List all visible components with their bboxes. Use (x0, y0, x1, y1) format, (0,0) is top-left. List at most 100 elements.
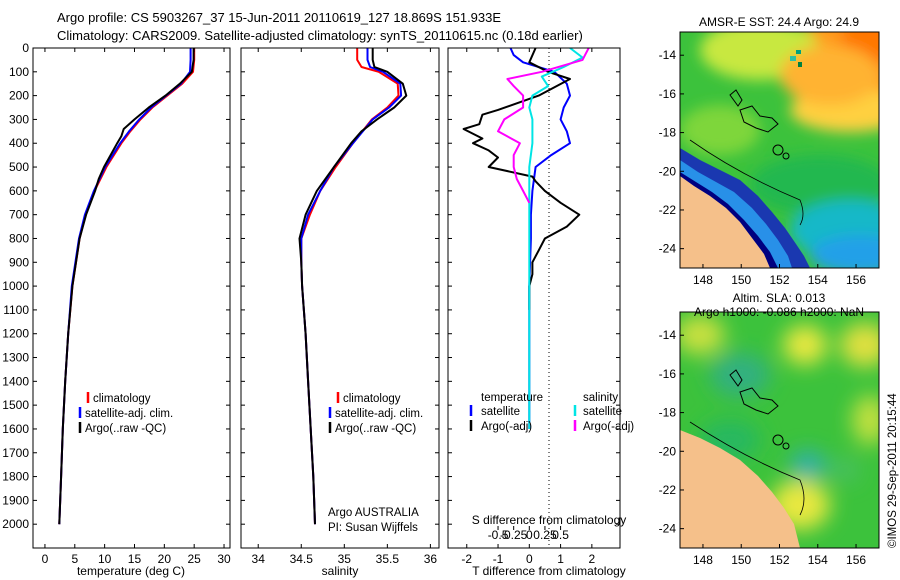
legend-argo: Argo(..raw -QC) (335, 423, 416, 435)
x-tick-label: 34.5 (290, 552, 314, 566)
y-tick-label: 1600 (2, 422, 29, 436)
map-lat-tick-label: -22 (659, 483, 677, 497)
legend-temperature-title: temperature (481, 392, 543, 404)
x-tick-label: -1 (493, 552, 504, 566)
map-lat-tick-label: -16 (659, 367, 677, 381)
map-lon-tick-label: 150 (731, 273, 751, 287)
temperature-xlabel: temperature (deg C) (77, 564, 185, 578)
y-tick-label: 700 (9, 208, 29, 222)
legend-argo: Argo(..raw -QC) (85, 423, 166, 435)
y-tick-label: 1800 (2, 470, 29, 484)
s-tick-label: -0.25 (500, 528, 528, 542)
x-tick-label: 35.5 (376, 552, 400, 566)
y-tick-label: 500 (9, 160, 29, 174)
map-lat-tick-label: -24 (659, 242, 677, 256)
series-line-argo-raw-qc- (298, 48, 408, 525)
y-tick-label: 1000 (2, 279, 29, 293)
t-difference-label: T difference from climatology (472, 564, 626, 578)
x-tick-label: 5 (71, 552, 78, 566)
map-lat-tick-label: -16 (659, 87, 677, 101)
y-tick-label: 1700 (2, 446, 29, 460)
series-line-argo-adj- (462, 48, 581, 310)
legend-satellite-adj: satellite-adj. clim. (85, 408, 173, 420)
x-tick-label: 15 (128, 552, 142, 566)
x-tick-label: 0 (526, 552, 533, 566)
map-lon-tick-label: 154 (808, 553, 828, 567)
series-line-argo-raw-qc- (58, 48, 195, 525)
s-tick-label: 0.5 (552, 528, 569, 542)
map-lat-tick-label: -18 (659, 406, 677, 420)
y-tick-label: 800 (9, 231, 29, 245)
y-tick-label: 200 (9, 89, 29, 103)
series-line-satellite (509, 48, 571, 429)
legend-climatology: climatology (93, 393, 151, 405)
difference-panel: -2 -1 0 1 2 -0.5-0.250 0.250.5 S difference f… (447, 47, 634, 578)
salinity-legend: climatology satellite-adj. clim. Argo(..… (328, 392, 423, 435)
x-tick-label: 0 (42, 552, 49, 566)
s-tick-label: 0.25 (533, 528, 557, 542)
map-lat-tick-label: -14 (659, 48, 677, 62)
x-tick-label: 25 (188, 552, 202, 566)
map-lon-tick-label: 148 (693, 273, 713, 287)
salinity-xlabel: salinity (322, 564, 359, 578)
y-tick-label: 1100 (3, 303, 29, 317)
x-tick-label: 1 (557, 552, 564, 566)
series-line-climatology (300, 48, 400, 525)
map-lon-tick-label: 150 (731, 553, 751, 567)
y-tick-label: 1400 (2, 374, 29, 388)
series-line-satellite-adj-clim- (58, 48, 192, 525)
pi-label: PI: Susan Wijffels (328, 522, 418, 534)
x-tick-label: -2 (461, 552, 472, 566)
s-tick-label: 0 (526, 528, 533, 542)
legend-salinity-title: salinity (583, 392, 618, 404)
map-lat-tick-label: -24 (659, 522, 677, 536)
x-tick-label: 10 (98, 552, 112, 566)
y-tick-label: 0 (22, 41, 29, 55)
temperature-panel: 0 5 10 15 20 25 300100200300400500600700800900… (2, 41, 231, 578)
map-lon-tick-label: 154 (808, 273, 828, 287)
x-tick-label: 35 (338, 552, 352, 566)
header-line1: Argo profile: CS 5903267_37 15-Jun-2011 … (57, 10, 501, 25)
series-line-satellite (528, 48, 584, 429)
s-difference-label: S difference from climatology (472, 513, 627, 527)
sla-map: 148 150 152 154 156 -14 -16 -18 -20 -22 -24 Altim.… (659, 291, 880, 567)
y-tick-label: 1500 (2, 398, 29, 412)
legend-s-argo: Argo(-adj) (583, 421, 634, 433)
temperature-legend: climatology satellite-adj. clim. Argo(..… (78, 392, 173, 435)
map-lon-tick-label: 156 (846, 553, 866, 567)
map-lat-tick-label: -14 (659, 328, 677, 342)
x-tick-label: 34 (252, 552, 266, 566)
sla-map-title: Altim. SLA: 0.013 (733, 291, 826, 305)
difference-legend: temperature salinity satellite Argo(-adj… (469, 392, 634, 433)
y-tick-label: 600 (9, 184, 29, 198)
y-tick-label: 1300 (2, 351, 29, 365)
series-line-climatology (58, 48, 196, 525)
salinity-panel: 34 34.5 35 35.5 36 salinity climatology sate… (240, 47, 440, 578)
argo-australia-label: Argo AUSTRALIA (328, 507, 419, 519)
sst-map-title: AMSR-E SST: 24.4 Argo: 24.9 (699, 15, 859, 29)
map-lat-tick-label: -20 (659, 444, 677, 458)
map-lon-tick-label: 156 (846, 273, 866, 287)
x-tick-label: 36 (424, 552, 438, 566)
y-tick-label: 2000 (2, 517, 29, 531)
legend-satellite-adj: satellite-adj. clim. (335, 408, 423, 420)
map-lat-tick-label: -22 (659, 203, 677, 217)
map-lon-tick-label: 152 (769, 553, 789, 567)
y-tick-label: 1900 (2, 493, 29, 507)
legend-s-satellite: satellite (583, 406, 622, 418)
series-line-satellite-adj-clim- (300, 48, 403, 525)
map-lon-tick-label: 148 (693, 553, 713, 567)
sst-map: 148 150 152 154 156 -14 -16 -18 -20 -22 -24 AMSR-E… (659, 15, 880, 287)
map-lon-tick-label: 152 (769, 273, 789, 287)
header-line2: Climatology: CARS2009. Satellite-adjuste… (57, 28, 583, 43)
sla-map-subtitle: Argo h1000: -0.086 h2000: NaN (694, 305, 864, 319)
y-tick-label: 100 (9, 65, 29, 79)
series-line-argo-adj- (497, 48, 590, 204)
y-tick-label: 300 (9, 112, 29, 126)
y-tick-label: 1200 (2, 327, 29, 341)
y-tick-label: 900 (9, 255, 29, 269)
s-tick-label: -0.5 (488, 528, 509, 542)
x-tick-label: 20 (158, 552, 172, 566)
legend-climatology: climatology (343, 393, 401, 405)
